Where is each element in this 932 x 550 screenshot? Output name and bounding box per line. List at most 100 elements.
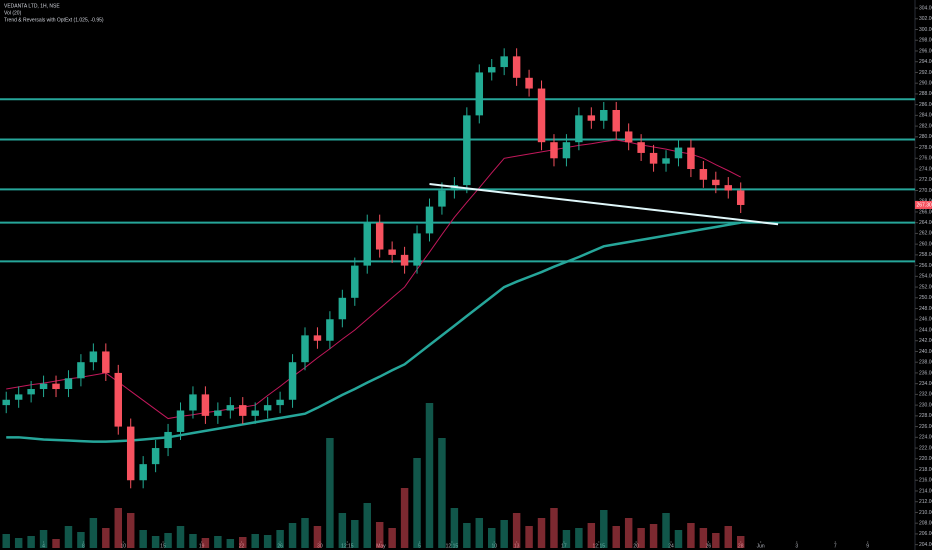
x-tick-label: 3 xyxy=(795,543,798,549)
candle-body xyxy=(139,464,147,481)
candle-body xyxy=(438,190,446,207)
y-tick-label: 246.00 xyxy=(919,317,932,323)
candle-body xyxy=(313,335,322,341)
y-tick-label: 206.00 xyxy=(919,531,932,537)
y-tick-label: 214.00 xyxy=(919,488,932,494)
volume-bar xyxy=(14,538,23,548)
y-tick-label: 204.00 xyxy=(919,542,932,548)
y-tick-label: 276.00 xyxy=(919,156,932,162)
y-tick-label: 296.00 xyxy=(919,48,932,54)
x-tick-label: 24 xyxy=(668,543,674,549)
x-tick-label: 26 xyxy=(706,543,712,549)
candle-body xyxy=(64,378,73,390)
volume-bar xyxy=(326,438,334,548)
volume-bar xyxy=(587,523,596,548)
volume-bar xyxy=(674,530,683,548)
volume-bar xyxy=(251,534,259,548)
y-tick-label: 212.00 xyxy=(919,499,932,505)
candle-body xyxy=(674,147,683,159)
volume-bar xyxy=(2,534,10,548)
candle-body xyxy=(612,110,620,132)
y-tick-label: 236.00 xyxy=(919,370,932,376)
candle-body xyxy=(151,448,160,465)
y-tick-label: 292.00 xyxy=(919,70,932,76)
y-tick-label: 242.00 xyxy=(919,338,932,344)
candle-body xyxy=(687,147,695,170)
y-tick-label: 224.00 xyxy=(919,435,932,441)
x-tick-label: 15 xyxy=(160,543,166,549)
y-tick-label: 286.00 xyxy=(919,102,932,108)
volume-bar xyxy=(600,510,608,548)
candle-body xyxy=(114,372,122,427)
y-tick-label: 250.00 xyxy=(919,295,932,301)
x-tick-label: 20 xyxy=(633,543,639,549)
volume-bar xyxy=(537,518,546,548)
candle-body xyxy=(77,362,85,379)
y-tick-label: 290.00 xyxy=(919,80,932,86)
volume-bar xyxy=(475,518,484,548)
x-tick-label: Jun xyxy=(757,543,765,549)
candle-body xyxy=(351,265,359,298)
volume-bar xyxy=(724,526,732,548)
y-tick-label: 274.00 xyxy=(919,166,932,172)
indicator-label: Trend & Reversals with OptExt (1.025, -0… xyxy=(4,17,104,23)
volume-bar xyxy=(450,508,459,548)
candle-body xyxy=(14,394,23,400)
candle-body xyxy=(662,158,670,164)
volume-bar xyxy=(102,528,110,548)
volume-bar xyxy=(214,536,222,548)
x-tick-label: 12:15 xyxy=(593,543,606,549)
candle-body xyxy=(189,394,197,411)
volume-bar xyxy=(562,530,571,548)
volume-bar xyxy=(712,533,720,548)
volume-bar xyxy=(425,403,434,548)
y-tick-label: 282.00 xyxy=(919,123,932,129)
y-tick-label: 298.00 xyxy=(919,38,932,44)
candle-body xyxy=(624,131,633,143)
y-tick-label: 228.00 xyxy=(919,413,932,419)
y-tick-label: 278.00 xyxy=(919,145,932,151)
candle-body xyxy=(525,77,533,89)
candle-body xyxy=(637,142,645,153)
chart-subtitle: Vol (20) xyxy=(4,10,22,16)
volume-bar xyxy=(239,537,247,548)
volume-bar xyxy=(637,528,645,548)
candle-body xyxy=(263,405,272,411)
volume-bar xyxy=(575,528,583,548)
y-tick-label: 220.00 xyxy=(919,456,932,462)
volume-bar xyxy=(413,458,421,548)
candle-body xyxy=(587,115,596,121)
y-tick-label: 272.00 xyxy=(919,177,932,183)
y-tick-label: 270.00 xyxy=(919,188,932,194)
volume-bar xyxy=(114,508,122,548)
candle-body xyxy=(550,142,558,159)
candle-body xyxy=(562,142,571,159)
candle-body xyxy=(39,383,48,390)
y-tick-label: 262.00 xyxy=(919,231,932,237)
candle-body xyxy=(176,410,185,432)
y-tick-label: 256.00 xyxy=(919,263,932,269)
candle-body xyxy=(537,88,546,143)
price-label-box xyxy=(915,200,932,209)
volume-bar xyxy=(39,530,48,548)
volume-bar xyxy=(400,488,409,548)
y-tick-label: 254.00 xyxy=(919,274,932,280)
y-tick-label: 288.00 xyxy=(919,91,932,97)
volume-bar xyxy=(338,513,347,548)
candle-body xyxy=(276,399,284,406)
candle-body xyxy=(463,115,471,186)
candle-body xyxy=(251,410,259,416)
volume-bar xyxy=(525,526,533,548)
volume-bar xyxy=(687,523,695,548)
y-tick-label: 238.00 xyxy=(919,360,932,366)
y-tick-label: 216.00 xyxy=(919,478,932,484)
y-tick-label: 294.00 xyxy=(919,59,932,65)
candle-body xyxy=(488,67,496,73)
volume-bar xyxy=(488,528,496,548)
candle-body xyxy=(649,152,658,164)
y-tick-label: 280.00 xyxy=(919,134,932,140)
candle-body xyxy=(600,110,608,121)
volume-bar xyxy=(699,528,708,548)
volume-bar xyxy=(201,538,210,548)
volume-bar xyxy=(151,536,160,548)
